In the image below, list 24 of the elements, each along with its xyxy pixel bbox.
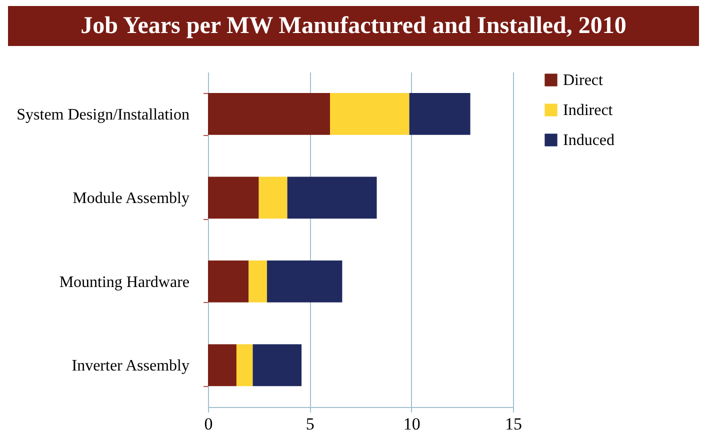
chart-title: Job Years per MW Manufactured and Installed, 2010 xyxy=(8,6,699,46)
y-tick-label: Mounting Hardware xyxy=(59,274,190,291)
bar xyxy=(409,92,470,135)
bar xyxy=(208,344,236,386)
bar xyxy=(208,176,259,219)
legend-label: Induced xyxy=(563,132,615,149)
bar xyxy=(208,92,330,135)
bar xyxy=(252,344,302,386)
x-tick-label: 10 xyxy=(403,414,420,433)
x-tick-label: 0 xyxy=(204,414,213,433)
x-tick-label: 5 xyxy=(306,414,314,433)
x-tick-label: 15 xyxy=(505,414,522,433)
bar xyxy=(287,176,377,219)
legend-label: Indirect xyxy=(563,102,614,119)
y-tick-label: System Design/Installation xyxy=(16,106,190,124)
y-tick-label: Inverter Assembly xyxy=(72,358,190,375)
y-tick-label: Module Assembly xyxy=(72,190,190,208)
bar xyxy=(236,344,253,386)
bar xyxy=(330,92,410,135)
bar xyxy=(208,260,249,302)
bar xyxy=(248,260,267,302)
bar xyxy=(258,176,288,219)
bar xyxy=(266,260,342,302)
legend-label: Direct xyxy=(563,72,604,89)
